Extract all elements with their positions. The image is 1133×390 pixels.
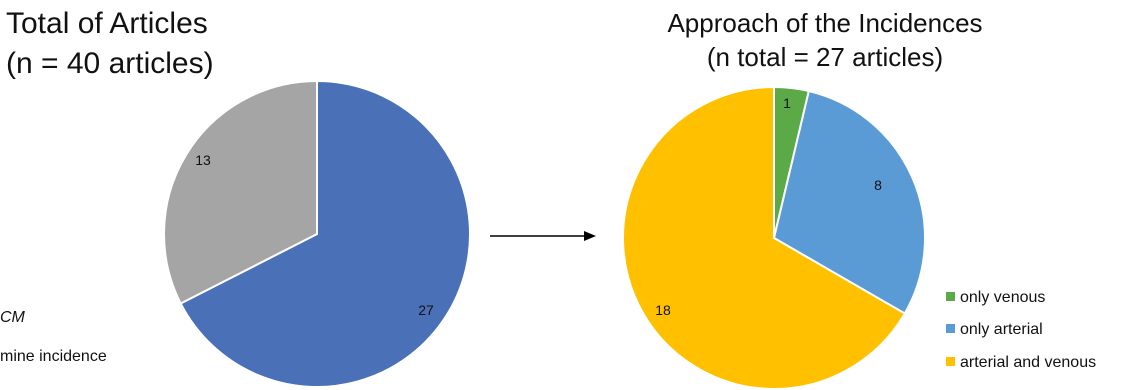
right-pie-data-label-0: 1 bbox=[783, 95, 791, 111]
left-pie-slice-1 bbox=[163, 79, 318, 305]
right-chart-title: Approach of the Incidences bbox=[667, 8, 982, 38]
right-legend: only venous only arterial arterial and v… bbox=[946, 289, 1096, 371]
left-legend-entry-2: mine incidence bbox=[0, 348, 107, 365]
right-pie-slice-1 bbox=[772, 89, 926, 315]
right-pie-data-label-2: 18 bbox=[655, 302, 671, 318]
left-chart-title: Total of Articles bbox=[6, 7, 208, 40]
legend-label-only-venous: only venous bbox=[960, 289, 1045, 306]
legend-swatch-arterial-and-venous bbox=[946, 357, 955, 366]
left-chart-subtitle: (n = 40 articles) bbox=[6, 47, 214, 80]
legend-label-arterial-and-venous: arterial and venous bbox=[960, 354, 1096, 371]
legend-swatch-only-venous bbox=[946, 292, 955, 301]
right-chart-subtitle: (n total = 27 articles) bbox=[707, 42, 943, 72]
right-pie-data-label-1: 8 bbox=[874, 177, 882, 193]
left-pie: 27 13 bbox=[163, 79, 471, 388]
left-legend-entry-1: CM bbox=[0, 309, 26, 326]
arrow bbox=[490, 231, 596, 241]
left-pie-data-label-0: 27 bbox=[418, 302, 434, 318]
legend-swatch-only-arterial bbox=[946, 324, 955, 333]
left-pie-slice-0 bbox=[179, 79, 471, 388]
right-pie-slice-2 bbox=[622, 85, 907, 390]
legend-label-only-arterial: only arterial bbox=[960, 321, 1043, 338]
left-pie-data-label-1: 13 bbox=[195, 152, 211, 168]
